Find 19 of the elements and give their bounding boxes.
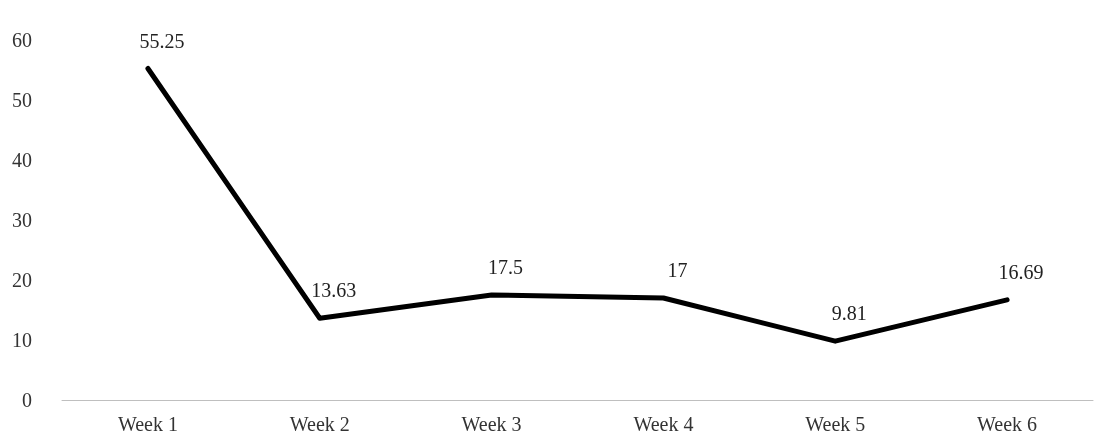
x-tick-label: Week 6 — [977, 413, 1038, 435]
data-label: 13.63 — [311, 279, 357, 302]
x-tick-label: Week 2 — [289, 413, 350, 435]
y-tick-label: 50 — [12, 89, 32, 111]
data-label: 55.25 — [139, 29, 185, 52]
data-label: 17 — [667, 259, 688, 281]
data-label: 9.81 — [831, 302, 867, 325]
y-tick-label: 20 — [12, 269, 32, 291]
x-tick-label: Week 1 — [117, 413, 178, 435]
y-tick-label: 30 — [12, 209, 32, 231]
data-label: 16.69 — [998, 260, 1044, 283]
y-tick-label: 60 — [12, 29, 32, 51]
y-tick-label: 0 — [22, 389, 32, 411]
x-tick-label: Week 4 — [633, 413, 694, 435]
data-label: 17.5 — [488, 256, 524, 278]
x-tick-label: Week 5 — [805, 413, 866, 435]
y-tick-label: 10 — [12, 329, 32, 351]
x-tick-label: Week 3 — [461, 413, 522, 435]
y-tick-label: 40 — [12, 149, 32, 171]
